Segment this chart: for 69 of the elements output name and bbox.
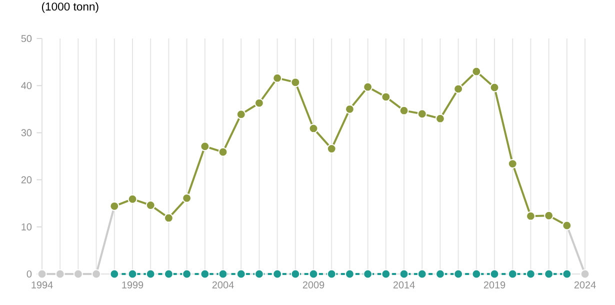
point (417, 109, 427, 119)
point (290, 78, 300, 88)
point (417, 269, 427, 279)
x-tick-label: 2019 (484, 281, 506, 288)
point (92, 269, 102, 279)
point (344, 104, 354, 114)
point (544, 269, 554, 279)
point (472, 66, 482, 76)
point (399, 269, 409, 279)
point (308, 124, 318, 134)
point (363, 269, 373, 279)
point (344, 269, 354, 279)
point (490, 269, 500, 279)
point (381, 269, 391, 279)
point (490, 82, 500, 92)
point (363, 82, 373, 92)
y-tick-label: 50 (21, 34, 32, 42)
point (218, 269, 228, 279)
y-tick-label: 20 (21, 176, 32, 184)
point (128, 269, 138, 279)
point (562, 269, 572, 279)
y-tick-label: 10 (22, 223, 32, 230)
point (435, 114, 445, 124)
point (326, 269, 336, 279)
point (308, 269, 318, 279)
point (182, 193, 192, 203)
point (146, 269, 156, 279)
point (272, 269, 282, 279)
point (454, 269, 464, 279)
point (236, 269, 246, 279)
point (110, 269, 120, 279)
point (544, 210, 554, 220)
x-tick-label: 2004 (212, 281, 234, 288)
point (37, 269, 47, 279)
point (526, 269, 536, 279)
point (73, 269, 83, 279)
x-tick-label: 1999 (122, 281, 144, 288)
point (526, 211, 536, 221)
y-tick-label: 40 (21, 82, 32, 90)
point (435, 269, 445, 279)
point (472, 269, 482, 279)
point (254, 269, 264, 279)
x-tick-label: 2024 (574, 281, 596, 288)
point (236, 110, 246, 120)
point (399, 106, 409, 116)
point (146, 200, 156, 210)
point (290, 269, 300, 279)
point (508, 159, 518, 169)
point (272, 73, 282, 83)
point (55, 269, 65, 279)
y-tick-label: 0 (26, 270, 32, 278)
point (326, 144, 336, 154)
point (200, 142, 210, 152)
point (254, 98, 264, 108)
point (508, 269, 518, 279)
point (164, 269, 174, 279)
point (182, 269, 192, 279)
point (454, 84, 464, 94)
point (200, 269, 210, 279)
point (381, 92, 391, 102)
point (164, 213, 174, 223)
x-tick-label: 2014 (393, 281, 415, 288)
y-axis-title: (1000 tonn) (42, 2, 98, 13)
point (218, 147, 228, 157)
x-tick-label: 2009 (302, 281, 324, 288)
point (580, 269, 590, 279)
point (128, 194, 138, 204)
x-tick-label: 1994 (32, 281, 53, 288)
y-tick-label: 30 (21, 129, 32, 136)
